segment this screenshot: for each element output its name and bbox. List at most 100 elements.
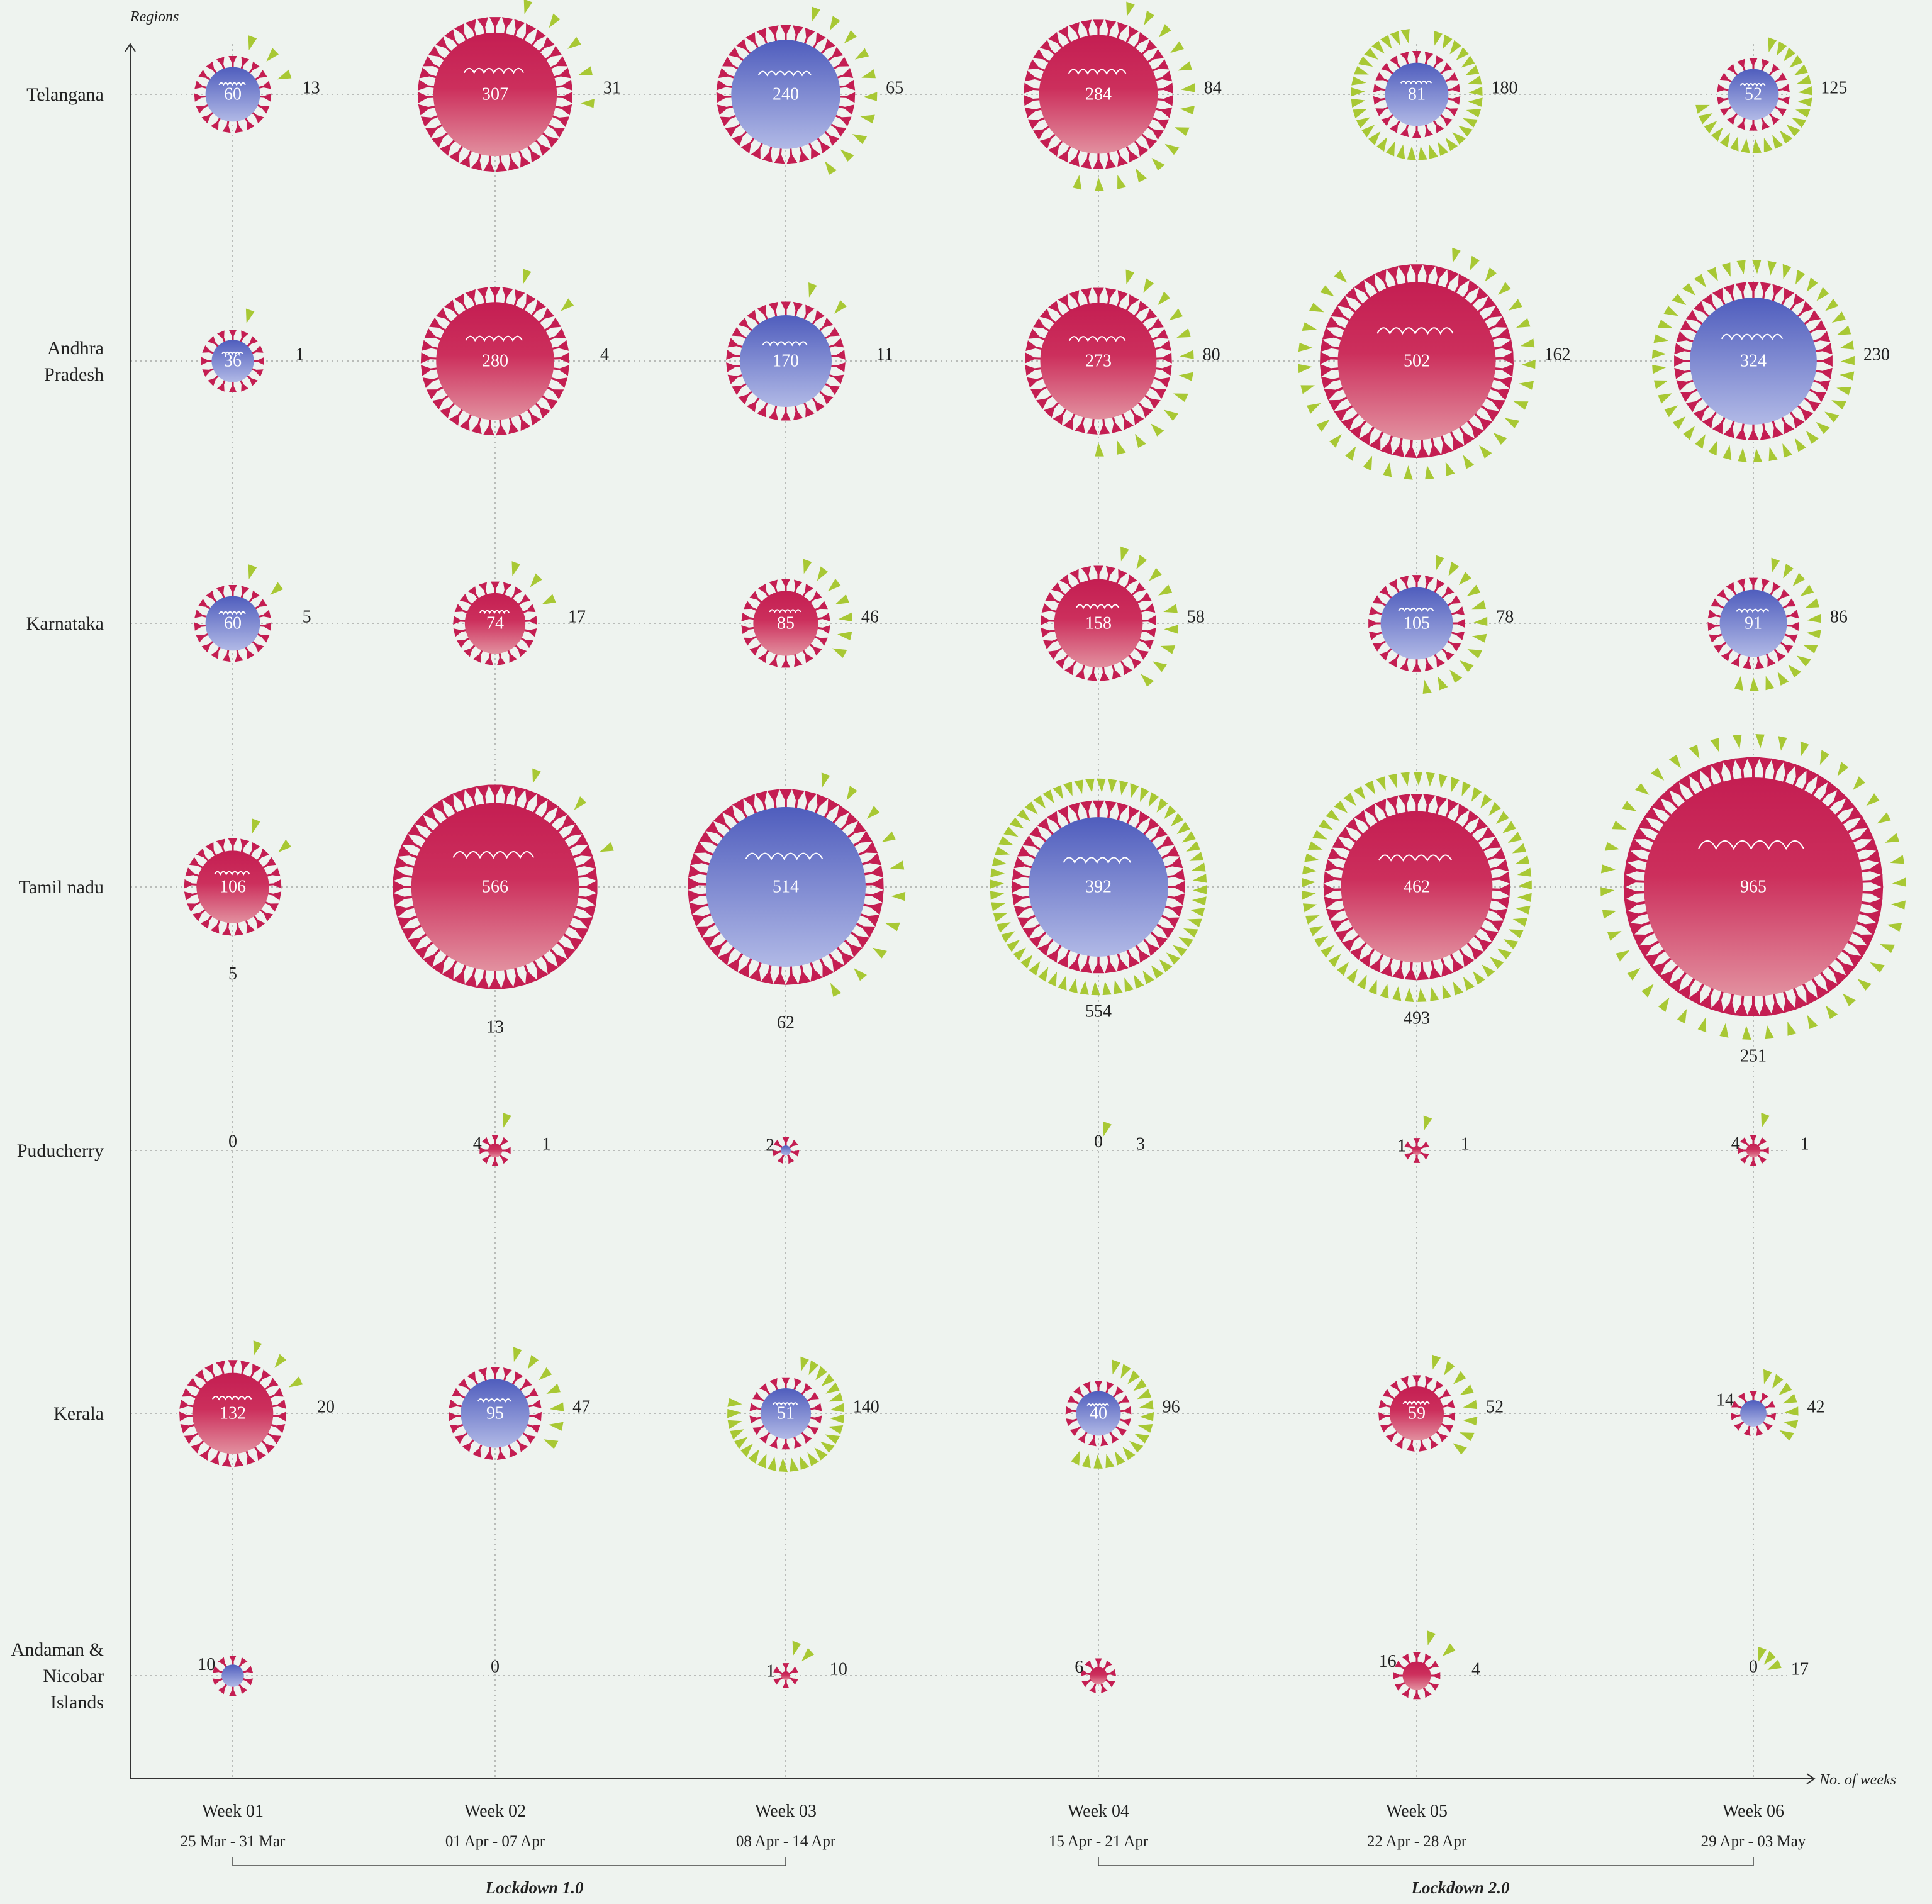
virus-spike [1713, 641, 1728, 654]
virus-spike [562, 933, 583, 950]
recovered-marker [549, 1422, 564, 1431]
virus-spike [1105, 287, 1117, 306]
virus-spike [1024, 70, 1042, 82]
virus-spike [773, 1676, 784, 1685]
recovered-count-label: 1 [1461, 1135, 1470, 1154]
recovered-marker [821, 1373, 835, 1387]
virus-spike [191, 1439, 205, 1454]
recovered-marker [1445, 137, 1458, 152]
recovered-marker [600, 842, 614, 852]
virus-spike [1327, 847, 1348, 862]
recovered-marker [1400, 772, 1410, 786]
virus-spike [259, 908, 274, 921]
virus-spike [1068, 290, 1081, 308]
virus-spike [1406, 1439, 1415, 1452]
recovered-marker [1699, 113, 1713, 125]
virus-spike [222, 120, 231, 133]
recovered-marker [727, 1409, 742, 1418]
virus-spike [194, 93, 207, 102]
week-label: Week 05 [1386, 1801, 1448, 1821]
recovered-marker [1482, 964, 1495, 977]
virus-spike [741, 612, 756, 621]
virus-spike [246, 336, 258, 348]
virus-spike [1771, 758, 1785, 781]
virus-spike [491, 1135, 499, 1145]
virus-spike [740, 136, 756, 153]
virus-spike [432, 799, 449, 820]
virus-spike [1442, 1412, 1455, 1421]
virus-spike [1059, 574, 1073, 590]
virus-spike [1373, 84, 1387, 93]
virus-spike [1133, 647, 1149, 660]
virus-squiggle [769, 609, 801, 613]
virus-spike [449, 1399, 463, 1409]
virus-spike [245, 919, 255, 934]
virus-spike [1404, 960, 1417, 981]
case-count-label: 52 [1745, 85, 1762, 104]
recovered-marker [800, 1456, 810, 1470]
virus-spike [1375, 798, 1389, 819]
virus-spike [1860, 898, 1883, 913]
virus-spike [1674, 343, 1692, 355]
recovered-marker [1413, 772, 1422, 786]
virus-spike [1444, 798, 1459, 819]
virus-spike [1085, 1660, 1095, 1671]
virus-spike [1058, 26, 1072, 44]
recovered-marker [1758, 1646, 1767, 1662]
virus-spike [179, 1411, 194, 1422]
virus-spike [759, 1383, 771, 1396]
virus-spike [407, 933, 428, 950]
case-count-label: 4 [473, 1133, 482, 1153]
recovered-marker [1108, 779, 1117, 794]
virus-spike [1785, 621, 1799, 632]
virus-spike [1100, 1682, 1108, 1693]
recovered-marker [1783, 1420, 1799, 1429]
virus-spike [551, 340, 569, 351]
virus-spike [1412, 125, 1422, 138]
recovered-marker [1463, 976, 1475, 991]
recovered-marker [1805, 598, 1819, 608]
virus-spike [816, 612, 830, 621]
virus-squiggle [1086, 1403, 1110, 1407]
virus-spike [1030, 386, 1048, 399]
recovered-marker [1095, 442, 1104, 457]
virus-spike [749, 1415, 762, 1424]
virus-squiggle [757, 70, 812, 77]
virus-spike [816, 136, 831, 153]
recovered-marker [1503, 939, 1519, 950]
virus-cell-karnataka-w6: 91 86 [1707, 557, 1848, 691]
recovered-marker [1333, 270, 1348, 283]
case-count-label: 1 [766, 1662, 775, 1681]
recovered-marker [1787, 1022, 1797, 1036]
virus-spike [234, 1452, 244, 1467]
virus-spike [1105, 19, 1117, 38]
recovered-count-label: 17 [568, 608, 586, 627]
virus-spike [1702, 410, 1718, 429]
recovered-marker [991, 857, 1007, 866]
virus-spike [459, 413, 472, 431]
virus-spike [1814, 367, 1833, 379]
recovered-marker [1345, 446, 1356, 461]
virus-spike [1139, 603, 1156, 613]
virus-spike [788, 1139, 798, 1149]
virus-spike [251, 640, 264, 653]
virus-spike [854, 922, 876, 938]
virus-spike [767, 789, 780, 810]
virus-spike [801, 649, 813, 663]
recovered-count-label: 554 [1085, 1002, 1112, 1022]
case-count-label: 158 [1085, 614, 1112, 633]
recovered-marker [1007, 939, 1020, 952]
week-label: Week 01 [202, 1801, 264, 1821]
virus-spike [1129, 408, 1144, 425]
virus-spike [496, 418, 507, 436]
virus-spike [517, 594, 531, 606]
virus-spike [1422, 264, 1436, 284]
virus-cell-telangana-w3: 240 65 [716, 6, 903, 175]
case-count-label: 95 [486, 1404, 504, 1423]
virus-body-increase [464, 593, 526, 654]
virus-spike [1771, 284, 1784, 303]
recovered-marker [1683, 426, 1695, 440]
recovered-marker [1885, 833, 1899, 843]
recovered-marker [998, 836, 1014, 846]
recovered-marker [1502, 821, 1516, 833]
